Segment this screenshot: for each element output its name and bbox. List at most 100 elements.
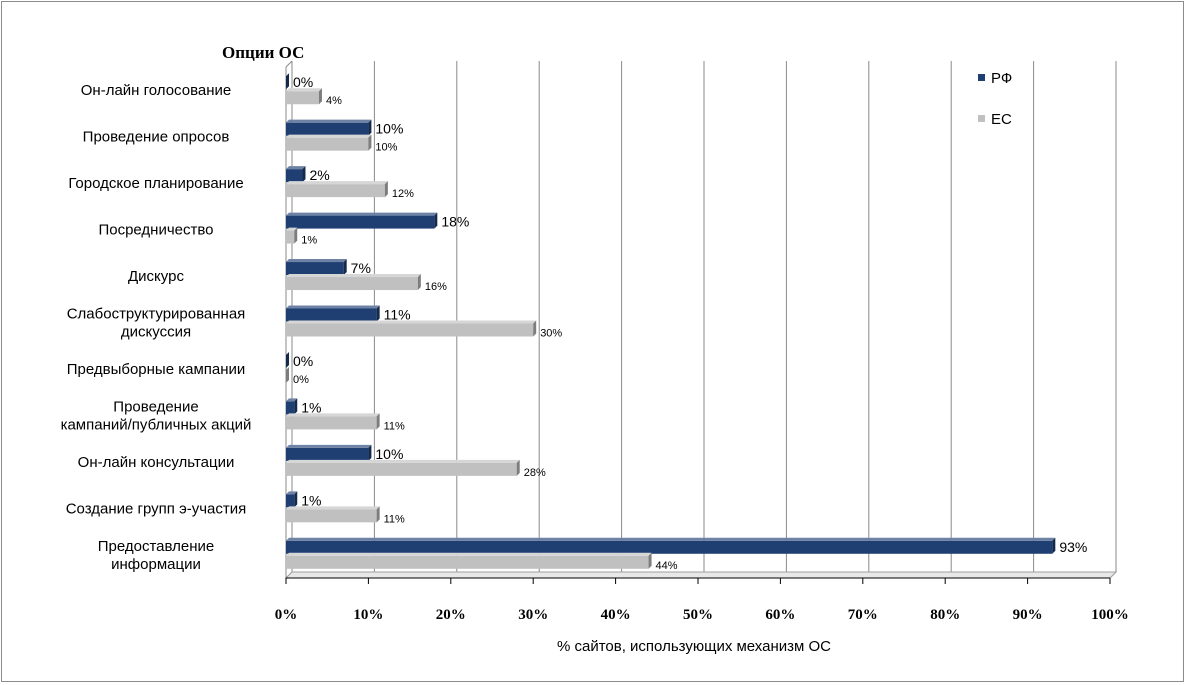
bar-rf — [286, 401, 295, 415]
data-label-rf: 1% — [301, 492, 321, 508]
bar-top-face — [286, 181, 388, 185]
bar-side-face — [1052, 537, 1056, 554]
bar-es — [286, 230, 295, 244]
bar-top-face — [286, 119, 372, 123]
bar-side-face — [368, 119, 372, 136]
bar-side-face — [286, 351, 289, 368]
bar-top-face — [286, 459, 520, 463]
data-label-rf: 1% — [301, 399, 321, 415]
bar-top-face — [286, 88, 322, 92]
data-label-es: 10% — [375, 142, 397, 154]
x-tick-label: 100% — [1091, 607, 1129, 623]
bar-rf — [286, 447, 369, 461]
legend: РФ ЕС — [978, 70, 1012, 128]
data-label-rf: 93% — [1059, 539, 1087, 555]
bar-top-face — [286, 134, 372, 138]
bar-es — [286, 323, 534, 337]
legend-label-rf: РФ — [991, 70, 1012, 87]
bar-side-face — [376, 506, 380, 523]
bar-rf — [286, 122, 369, 136]
bars: 0% 4% 10% 10% 2% 12% 18% 1% 7% 16% 11% 30% 0% 0% 1% 11%… — [286, 73, 1087, 572]
bar-top-face — [286, 305, 380, 309]
bar-side-face — [368, 444, 372, 461]
bar-side-face — [294, 398, 298, 415]
bar-side-face — [294, 227, 298, 244]
data-label-es: 4% — [326, 95, 342, 107]
bar-top-face — [286, 212, 438, 216]
bar-top-face — [286, 506, 380, 510]
category-label: Он-лайн консультации — [78, 454, 235, 471]
bar-side-face — [376, 413, 380, 430]
data-label-es: 1% — [301, 235, 317, 247]
bar-side-face — [318, 88, 322, 105]
bar-es — [286, 462, 517, 476]
bar-side-face — [286, 366, 289, 383]
x-tick-label: 70% — [848, 607, 878, 623]
category-label: Он-лайн голосование — [81, 82, 231, 99]
data-label-es: 12% — [392, 188, 414, 200]
category-label: Слабоструктурированная — [67, 306, 246, 323]
bar-side-face — [368, 134, 372, 151]
bar-top-face — [286, 398, 298, 402]
legend-label-es: ЕС — [991, 111, 1012, 128]
category-label: Проведение — [113, 398, 198, 415]
bar-es — [286, 137, 369, 151]
bar-side-face — [648, 552, 652, 569]
x-tick-label: 60% — [765, 607, 795, 623]
data-label-rf: 7% — [351, 260, 371, 276]
chart-title: Опции ОС — [222, 43, 304, 62]
x-tick-label: 80% — [930, 607, 960, 623]
bar-top-face — [286, 227, 298, 231]
bar-es — [286, 277, 418, 291]
bar-side-face — [533, 320, 537, 337]
bar-es — [286, 416, 377, 430]
data-label-es: 30% — [540, 328, 562, 340]
data-label-es: 44% — [656, 560, 678, 572]
axes — [284, 60, 1118, 584]
bar-top-face — [286, 537, 1056, 541]
legend-swatch-rf — [978, 74, 985, 81]
x-tick-label: 10% — [353, 607, 383, 623]
bar-side-face — [516, 459, 520, 476]
category-label: кампаний/публичных акций — [61, 416, 252, 433]
bar-rf — [286, 540, 1053, 554]
x-tick-label: 40% — [601, 607, 631, 623]
bar-rf — [286, 494, 295, 508]
bar-top-face — [286, 166, 306, 170]
category-labels: Он-лайн голосование Проведение опросов Гор… — [61, 82, 252, 573]
bar-rf — [286, 215, 435, 229]
x-tick-label: 50% — [683, 607, 713, 623]
data-label-rf: 10% — [375, 121, 403, 137]
data-label-es: 28% — [524, 467, 546, 479]
data-label-es: 16% — [425, 281, 447, 293]
bar-es — [286, 509, 377, 523]
bar-es — [286, 555, 649, 569]
bar-top-face — [286, 444, 372, 448]
data-label-rf: 0% — [293, 353, 313, 369]
bar-top-face — [286, 274, 421, 278]
bar-side-face — [384, 181, 388, 198]
bar-es — [286, 91, 319, 105]
category-label: Предоставление — [98, 538, 215, 555]
bar-side-face — [343, 259, 347, 276]
category-label: Городское планирование — [68, 175, 243, 192]
data-label-rf: 18% — [441, 214, 469, 230]
bar-side-face — [417, 274, 421, 291]
bar-top-face — [286, 491, 298, 495]
bar-side-face — [376, 305, 380, 322]
bar-side-face — [434, 212, 438, 229]
category-label: дискуссия — [121, 324, 191, 341]
bar-top-face — [286, 320, 537, 324]
bar-rf — [286, 262, 344, 276]
wall-edge — [285, 60, 293, 68]
x-tick-label: 0% — [275, 607, 298, 623]
x-tick-labels: 0% 10% 20% 30% 40% 50% 60% 70% 80% 90% 100% — [275, 607, 1129, 623]
bar-top-face — [286, 413, 380, 417]
data-label-rf: 11% — [384, 307, 411, 323]
data-label-rf: 2% — [309, 167, 329, 183]
data-label-es: 11% — [384, 420, 405, 432]
bar-side-face — [286, 73, 289, 90]
bar-rf — [286, 308, 377, 322]
chart-floor — [284, 571, 1118, 579]
bar-rf — [286, 169, 303, 183]
